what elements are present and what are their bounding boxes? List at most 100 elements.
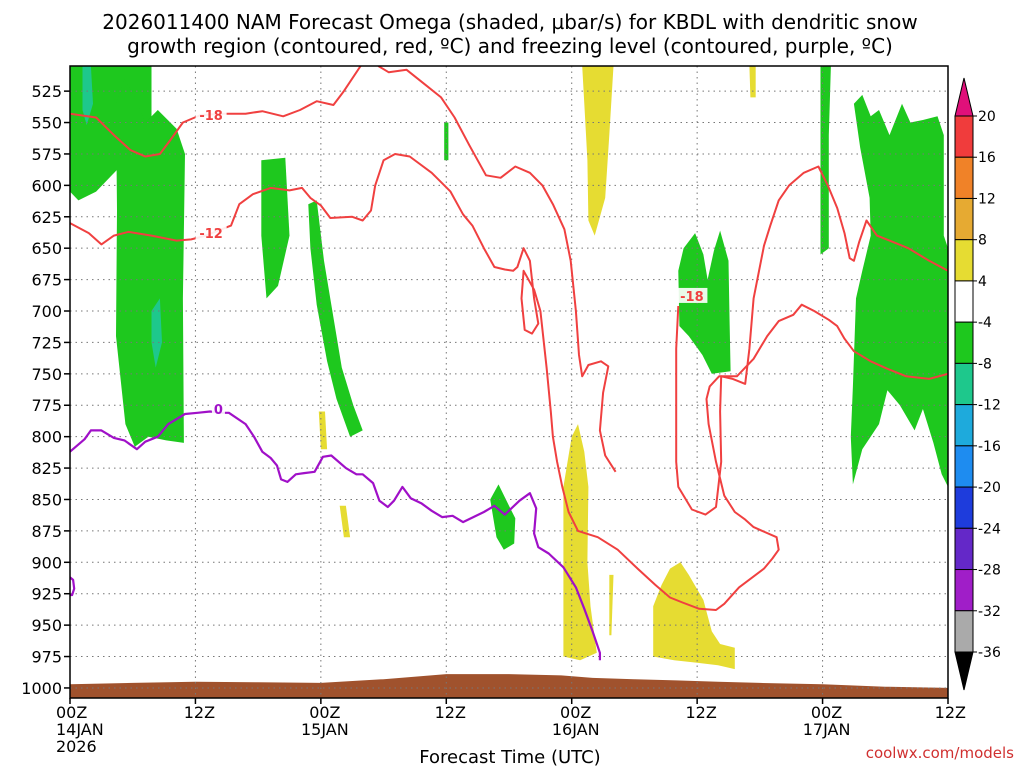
freezing-contour-0 — [70, 410, 602, 661]
x-tick-label: 12Z — [685, 703, 716, 722]
x-tick-label: 00Z — [811, 703, 842, 722]
omega-region-5 — [308, 200, 363, 437]
dgz-contour-label-3-bg — [195, 225, 227, 241]
omega-region-14 — [339, 505, 351, 538]
chart-title-line-1: 2026011400 NAM Forecast Omega (shaded, µ… — [102, 10, 917, 34]
dgz-contour-3 — [70, 153, 948, 611]
dgz-contour-1 — [377, 66, 617, 473]
colorbar-bin — [954, 486, 974, 529]
colorbar-bin — [954, 404, 974, 447]
y-tick-label: 1000 — [21, 679, 62, 698]
colorbar-bin — [954, 280, 974, 323]
y-tick-label: 925 — [31, 585, 62, 604]
colorbar-label: -20 — [978, 480, 1001, 496]
omega-shading — [70, 66, 948, 698]
colorbar-top-arrow — [954, 77, 974, 117]
colorbar-label: -36 — [978, 645, 1001, 661]
omega-region-6 — [444, 122, 449, 161]
y-tick-label: 675 — [31, 271, 62, 290]
x-tick-label: 00Z — [560, 703, 591, 722]
freezing-level-contours — [70, 410, 602, 661]
colorbar-label: -12 — [978, 398, 1001, 414]
y-tick-label: 775 — [31, 396, 62, 415]
dgz-contour-label-2-bg — [676, 287, 708, 303]
colorbar-bin — [954, 610, 974, 653]
y-tick-label: 875 — [31, 522, 62, 541]
x-tick-label: 12Z — [935, 703, 966, 722]
colorbar-bin — [954, 156, 974, 199]
x-tick-label: 2026 — [56, 737, 97, 756]
x-tick-label: 00Z — [56, 703, 87, 722]
omega-region-7 — [490, 484, 516, 550]
pressure-axis: 525 550 575 600 625 650 675 700 725 750 775 800 825 8… — [21, 82, 70, 698]
colorbar-bin — [954, 239, 974, 282]
contour-labels: -18 -18 -12 0 — [195, 107, 708, 418]
y-tick-label: 725 — [31, 333, 62, 352]
y-tick-label: 850 — [31, 490, 62, 509]
dgz-contour-label-3: -12 — [199, 227, 223, 242]
colorbar-bottom-arrow — [954, 651, 974, 691]
plot-frame — [69, 65, 949, 699]
colorbar-label: -32 — [978, 604, 1001, 620]
colorbar-label: 16 — [978, 150, 996, 166]
colorbar-bin — [954, 527, 974, 571]
freezing-contour-1 — [70, 576, 76, 597]
x-tick-label: 00Z — [309, 703, 340, 722]
y-tick-label: 625 — [31, 208, 62, 227]
omega-region-12 — [749, 66, 756, 98]
y-tick-label: 800 — [31, 428, 62, 447]
x-tick-label: 12Z — [435, 703, 466, 722]
y-tick-label: 950 — [31, 616, 62, 635]
omega-region-1 — [82, 66, 93, 126]
x-tick-label: 12Z — [184, 703, 215, 722]
x-axis-label: Forecast Time (UTC) — [419, 747, 600, 768]
omega-region-4 — [261, 157, 290, 299]
omega-region-3 — [151, 298, 162, 368]
omega-region-10 — [850, 94, 948, 487]
colorbar-label: -8 — [978, 356, 992, 372]
omega-region-2 — [116, 78, 185, 447]
freezing-contour-label-0-bg — [211, 401, 225, 417]
omega-colorbar: 20 16 12 8 4 -4 -8 -12 -16 -20 -24 -28 -32 -36 — [954, 77, 1001, 691]
colorbar-bin — [954, 321, 974, 364]
y-tick-label: 750 — [31, 365, 62, 384]
y-tick-label: 650 — [31, 239, 62, 258]
colorbar-bin — [954, 445, 974, 488]
colorbar-label: -4 — [978, 315, 992, 331]
credit-text: coolwx.com/models — [866, 744, 1014, 762]
colorbar-bin — [954, 569, 974, 612]
colorbar-label: 12 — [978, 191, 996, 207]
colorbar-bin — [954, 362, 974, 406]
omega-region-15 — [563, 424, 597, 661]
y-tick-label: 525 — [31, 82, 62, 101]
colorbar-bin — [954, 115, 974, 158]
y-tick-label: 900 — [31, 553, 62, 572]
dgz-contour-label-0: -18 — [199, 109, 223, 124]
y-tick-label: 700 — [31, 302, 62, 321]
colorbar-label: 4 — [978, 274, 987, 290]
colorbar-bin — [954, 197, 974, 241]
x-tick-label: 16JAN — [552, 720, 600, 739]
x-tick-label: 14JAN — [56, 720, 104, 739]
omega-region-16 — [609, 574, 614, 636]
omega-region-9 — [820, 66, 831, 255]
omega-region-18 — [70, 674, 948, 698]
y-tick-label: 575 — [31, 145, 62, 164]
y-tick-label: 825 — [31, 459, 62, 478]
x-tick-label: 15JAN — [301, 720, 349, 739]
y-tick-label: 550 — [31, 114, 62, 133]
omega-region-11 — [582, 66, 614, 236]
chart-title-line-2: growth region (contoured, red, ºC) and f… — [127, 34, 893, 58]
colorbar-label: -16 — [978, 439, 1001, 455]
y-tick-label: 600 — [31, 176, 62, 195]
dgz-contour-label-2: -18 — [680, 290, 704, 305]
dgz-contour-label-0-bg — [195, 107, 227, 123]
x-tick-label: 17JAN — [803, 720, 851, 739]
dgz-contour-2 — [675, 165, 948, 516]
y-tick-label: 975 — [31, 648, 62, 667]
freezing-contour-label-0: 0 — [214, 403, 223, 418]
plot-gridlines — [70, 66, 948, 698]
colorbar-label: -28 — [978, 563, 1001, 579]
